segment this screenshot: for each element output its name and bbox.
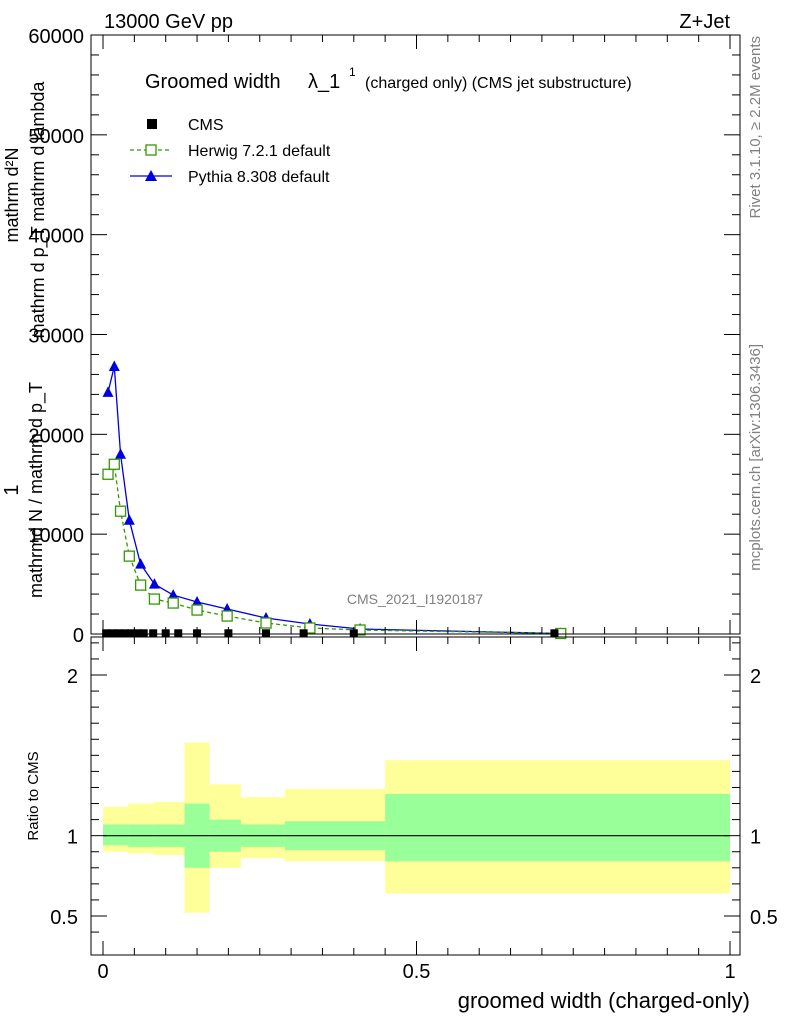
ylabel-denominator: mathrm d p_T mathrm d lambda (28, 81, 49, 339)
legend-cms-marker (147, 119, 157, 129)
ratio-ytick-label: 2 (67, 666, 78, 688)
main-ytick-label: 60000 (28, 26, 84, 48)
legend-herwig-marker (145, 144, 157, 156)
main-ytick-label: 30000 (28, 326, 84, 348)
x-axis-label: groomed width (charged-only) (458, 988, 750, 1013)
main-ytick-label: 10000 (28, 525, 84, 547)
cms-point (127, 629, 136, 638)
legend-pythia-marker (145, 170, 157, 181)
main-y-axis-label: mathrm d²N mathrm d p_T mathrm d lambda … (1, 81, 49, 598)
title-sup: 1 (349, 65, 356, 79)
title-main: Groomed width (145, 71, 281, 93)
herwig-point (191, 604, 203, 616)
ratio-xtick-label: 1 (724, 961, 735, 983)
main-axis-ticks: 0 10000 20000 30000 40000 50000 60000 (28, 26, 740, 647)
herwig-point (148, 593, 161, 605)
ratio-plot-frame (90, 636, 741, 956)
herwig-point (123, 550, 135, 562)
cms-point (299, 629, 308, 638)
pythia-point (115, 448, 127, 459)
herwig-point (102, 468, 114, 480)
rivet-label: Rivet 3.1.10, ≥ 2.2M events (747, 36, 764, 219)
pythia-point (123, 514, 135, 525)
main-plot: 0 10000 20000 30000 40000 50000 60000 CMS_2021… (1, 26, 741, 647)
herwig-point (114, 505, 127, 517)
cms-point (102, 629, 111, 638)
legend: CMS Herwig 7.2.1 default Pythia 8.308 de… (130, 117, 331, 186)
mcplots-label: mcplots.cern.ch [arXiv:1306.3436] (747, 344, 764, 571)
ratio-plot-content (103, 742, 730, 913)
cms-point (262, 629, 271, 638)
watermark: CMS_2021_I1920187 (347, 591, 483, 607)
ratio-band-inner (385, 793, 730, 862)
chart-title: Groomed width λ_1 1 (charged only) (CMS … (145, 65, 632, 93)
herwig-point (260, 617, 272, 629)
legend-pythia-label: Pythia 8.308 default (188, 169, 330, 186)
cms-point (120, 629, 129, 638)
main-ytick-label: 20000 (28, 425, 84, 447)
pythia-point (191, 596, 203, 607)
legend-cms-label: CMS (188, 117, 224, 134)
pythia-point (135, 558, 147, 569)
ratio-ytick-label: 1 (67, 827, 78, 849)
ratio-ytick-label-right: 2 (750, 666, 761, 688)
cms-point (174, 629, 183, 638)
herwig-point (108, 458, 120, 470)
ratio-xtick-label: 0.5 (403, 961, 431, 983)
herwig-point (304, 622, 316, 634)
herwig-point (134, 579, 147, 591)
pythia-point (148, 578, 160, 589)
ratio-ytick-label: 0.5 (50, 907, 78, 929)
pythia-point (108, 360, 120, 371)
energy-label: 13000 GeV pp (104, 11, 233, 33)
ylabel-norm: mathrmd N / mathrm d p_T (26, 382, 47, 598)
pythia-point (167, 589, 179, 600)
cms-point (550, 629, 559, 638)
main-ytick-label: 0 (73, 625, 84, 647)
ylabel-numerator: mathrm d²N (2, 147, 22, 242)
cms-point (108, 629, 117, 638)
cms-point (139, 629, 148, 638)
main-ytick-label: 40000 (28, 226, 84, 248)
cms-point (114, 629, 123, 638)
main-ytick-label: 50000 (28, 126, 84, 148)
herwig-point (167, 597, 179, 609)
ratio-ytick-label-right: 1 (750, 827, 761, 849)
ratio-ytick-label-right: 0.5 (750, 907, 778, 929)
pythia-point (102, 386, 114, 397)
cms-point (133, 629, 142, 638)
ylabel-one: 1 (1, 484, 23, 495)
legend-herwig-label: Herwig 7.2.1 default (188, 143, 331, 160)
main-plot-content (102, 360, 567, 640)
ratio-plot: 0.5 0.5 1 1 2 2 0 0.5 1 Ratio to CMS groomed wid… (25, 636, 778, 1013)
cms-point (149, 629, 158, 638)
ratio-band-inner (103, 824, 129, 846)
herwig-point (221, 610, 233, 622)
ratio-xtick-label: 0 (97, 961, 108, 983)
pythia-line (107, 366, 561, 635)
main-plot-frame (90, 34, 741, 635)
title-rest: (charged only) (CMS jet substructure) (365, 75, 632, 92)
title-lambda: λ_1 (308, 71, 340, 93)
process-label: Z+Jet (679, 11, 730, 33)
ratio-y-axis-label: Ratio to CMS (25, 751, 42, 840)
ratio-axis-ticks: 0.5 0.5 1 1 2 2 0 0.5 1 (50, 637, 778, 983)
